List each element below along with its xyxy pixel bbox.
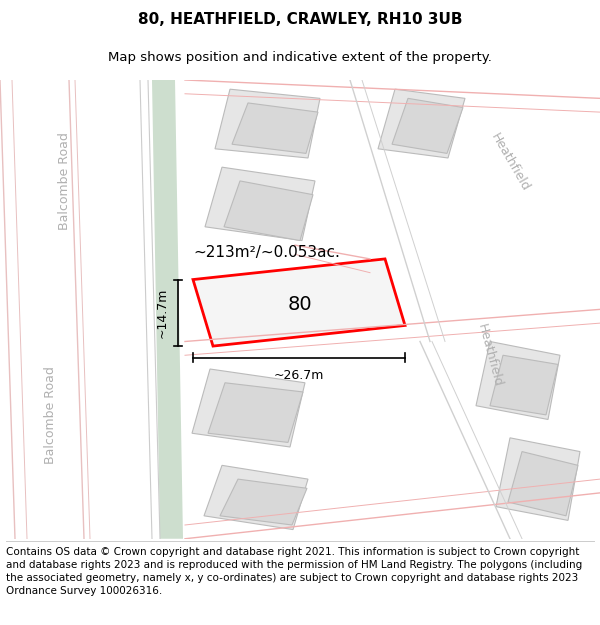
Text: 80: 80: [287, 295, 313, 314]
Polygon shape: [508, 452, 578, 516]
Text: Heathfield: Heathfield: [488, 131, 532, 194]
Polygon shape: [215, 89, 320, 158]
Polygon shape: [496, 438, 580, 521]
Polygon shape: [476, 341, 560, 419]
Polygon shape: [192, 369, 305, 447]
Text: Balcombe Road: Balcombe Road: [59, 132, 71, 230]
Text: Map shows position and indicative extent of the property.: Map shows position and indicative extent…: [108, 51, 492, 64]
Polygon shape: [205, 167, 315, 241]
Polygon shape: [193, 259, 405, 346]
Polygon shape: [204, 466, 308, 529]
Text: Heathfield: Heathfield: [475, 322, 505, 388]
Text: Contains OS data © Crown copyright and database right 2021. This information is : Contains OS data © Crown copyright and d…: [6, 548, 582, 596]
Polygon shape: [208, 382, 303, 442]
Polygon shape: [220, 479, 307, 525]
Polygon shape: [224, 181, 313, 241]
Polygon shape: [490, 355, 558, 415]
Text: 80, HEATHFIELD, CRAWLEY, RH10 3UB: 80, HEATHFIELD, CRAWLEY, RH10 3UB: [138, 12, 462, 28]
Text: Balcombe Road: Balcombe Road: [44, 366, 56, 464]
Text: ~26.7m: ~26.7m: [274, 369, 324, 382]
Text: ~213m²/~0.053ac.: ~213m²/~0.053ac.: [193, 244, 340, 259]
Polygon shape: [378, 89, 465, 158]
Polygon shape: [232, 103, 318, 153]
Text: ~14.7m: ~14.7m: [155, 288, 169, 338]
Polygon shape: [152, 80, 183, 539]
Polygon shape: [392, 98, 463, 153]
